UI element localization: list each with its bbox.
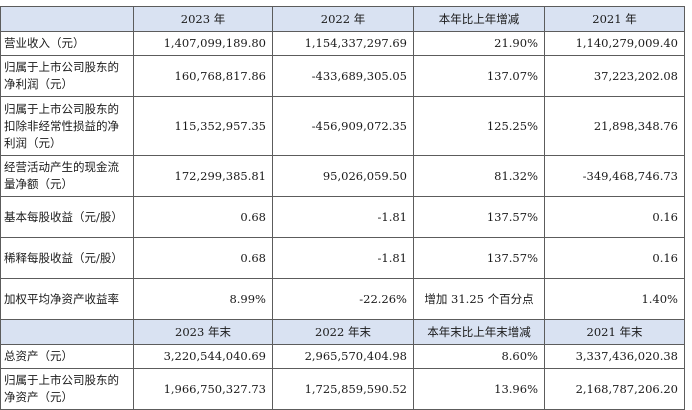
row-label: 归属于上市公司股东的净资产（元） [0, 368, 134, 410]
value-2021-end: 2,168,787,206.20 [544, 368, 685, 410]
row-label: 基本每股收益（元/股） [0, 196, 134, 238]
row-label: 营业收入（元） [0, 31, 134, 56]
value-change: 81.32% [413, 155, 545, 197]
subheader-cell-change: 本年末比上年末增减 [413, 319, 545, 345]
subheader-cell-2023-end: 2023 年末 [133, 319, 273, 345]
value-change: 8.60% [413, 344, 545, 369]
table-row: 归属于上市公司股东的扣除非经常性损益的净利润（元） 115,352,957.35… [0, 96, 685, 156]
subheader-cell-2022-end: 2022 年末 [272, 319, 414, 345]
row-label: 加权平均净资产收益率 [0, 278, 134, 320]
value-change: 137.57% [413, 196, 545, 238]
value-2021: 37,223,202.08 [544, 55, 685, 97]
subheader-cell-2021-end: 2021 年末 [544, 319, 685, 345]
header-cell-change: 本年比上年增减 [413, 6, 545, 32]
financial-summary-table: 2023 年 2022 年 本年比上年增减 2021 年 营业收入（元） 1,4… [0, 6, 685, 410]
row-label: 总资产（元） [0, 344, 134, 369]
header-cell-blank [0, 6, 134, 32]
row-label: 归属于上市公司股东的扣除非经常性损益的净利润（元） [0, 96, 134, 156]
header-cell-2023: 2023 年 [133, 6, 273, 32]
header-cell-2021: 2021 年 [544, 6, 685, 32]
value-2023: 1,407,099,189.80 [133, 31, 273, 56]
page: 2023 年 2022 年 本年比上年增减 2021 年 营业收入（元） 1,4… [0, 6, 685, 410]
value-2022-end: 2,965,570,404.98 [272, 344, 414, 369]
value-2021-end: 3,337,436,020.38 [544, 344, 685, 369]
value-2021: 0.16 [544, 196, 685, 238]
row-label: 稀释每股收益（元/股） [0, 237, 134, 279]
table-row: 经营活动产生的现金流量净额（元） 172,299,385.81 95,026,0… [0, 155, 685, 197]
value-2021: 0.16 [544, 237, 685, 279]
value-2022: -433,689,305.05 [272, 55, 414, 97]
value-2023-end: 1,966,750,327.73 [133, 368, 273, 410]
value-2023: 0.68 [133, 196, 273, 238]
table-row: 营业收入（元） 1,407,099,189.80 1,154,337,297.6… [0, 31, 685, 56]
value-change: 增加 31.25 个百分点 [413, 278, 545, 320]
value-2022: -22.26% [272, 278, 414, 320]
value-change: 137.57% [413, 237, 545, 279]
value-2023: 172,299,385.81 [133, 155, 273, 197]
value-2021: 1,140,279,009.40 [544, 31, 685, 56]
row-label: 归属于上市公司股东的净利润（元） [0, 55, 134, 97]
value-2022: -1.81 [272, 196, 414, 238]
value-change: 137.07% [413, 55, 545, 97]
table-row: 归属于上市公司股东的净资产（元） 1,966,750,327.73 1,725,… [0, 368, 685, 410]
table-row: 加权平均净资产收益率 8.99% -22.26% 增加 31.25 个百分点 1… [0, 278, 685, 320]
value-2022: 95,026,059.50 [272, 155, 414, 197]
value-2021: -349,468,746.73 [544, 155, 685, 197]
value-2023: 8.99% [133, 278, 273, 320]
value-2023: 160,768,817.86 [133, 55, 273, 97]
table-row: 稀释每股收益（元/股） 0.68 -1.81 137.57% 0.16 [0, 237, 685, 279]
value-change: 125.25% [413, 96, 545, 156]
table-row: 总资产（元） 3,220,544,040.69 2,965,570,404.98… [0, 344, 685, 369]
table-header-row: 2023 年 2022 年 本年比上年增减 2021 年 [0, 6, 685, 32]
value-2021: 21,898,348.76 [544, 96, 685, 156]
table-subheader-row: 2023 年末 2022 年末 本年末比上年末增减 2021 年末 [0, 319, 685, 345]
value-2023: 0.68 [133, 237, 273, 279]
subheader-cell-blank [0, 319, 134, 345]
value-2022: -456,909,072.35 [272, 96, 414, 156]
header-cell-2022: 2022 年 [272, 6, 414, 32]
table-row: 基本每股收益（元/股） 0.68 -1.81 137.57% 0.16 [0, 196, 685, 238]
row-label: 经营活动产生的现金流量净额（元） [0, 155, 134, 197]
value-2021: 1.40% [544, 278, 685, 320]
value-2022-end: 1,725,859,590.52 [272, 368, 414, 410]
value-2022: -1.81 [272, 237, 414, 279]
value-2022: 1,154,337,297.69 [272, 31, 414, 56]
value-change: 13.96% [413, 368, 545, 410]
value-2023-end: 3,220,544,040.69 [133, 344, 273, 369]
table-row: 归属于上市公司股东的净利润（元） 160,768,817.86 -433,689… [0, 55, 685, 97]
value-change: 21.90% [413, 31, 545, 56]
value-2023: 115,352,957.35 [133, 96, 273, 156]
